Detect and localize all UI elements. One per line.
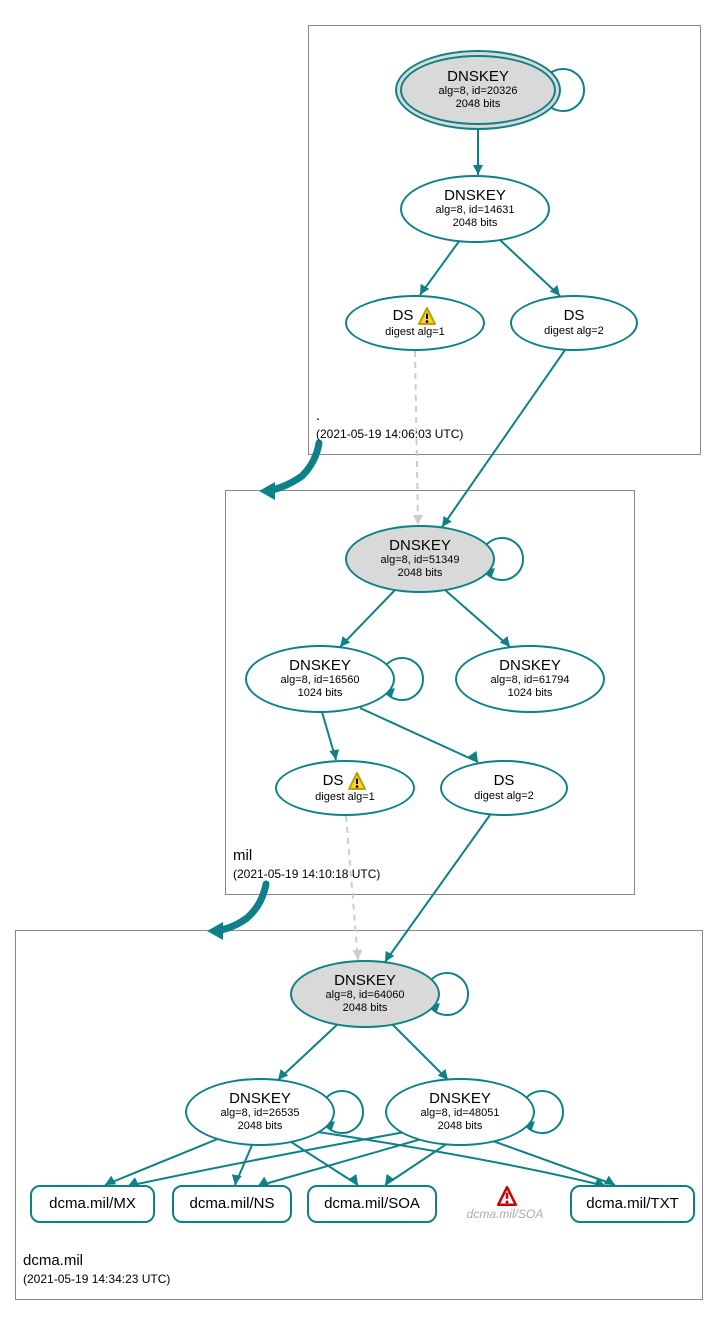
warning-icon <box>347 771 367 791</box>
node-sub1: digest alg=1 <box>385 326 445 339</box>
node-sub2: 2048 bits <box>398 567 443 580</box>
error-icon <box>496 1185 518 1207</box>
node-dcma-ksk: DNSKEYalg=8, id=640602048 bits <box>290 960 440 1028</box>
node-sub2: 2048 bits <box>438 1120 483 1133</box>
zone-label-root: . <box>316 407 320 424</box>
node-sub1: alg=8, id=16560 <box>281 674 360 687</box>
zone-timestamp-mil: (2021-05-19 14:10:18 UTC) <box>233 867 380 881</box>
node-title: dcma.mil/SOA <box>324 1196 420 1213</box>
node-rr-mx: dcma.mil/MX <box>30 1185 155 1223</box>
node-title: DS <box>323 771 368 791</box>
node-err-label: dcma.mil/SOA <box>467 1207 544 1221</box>
node-sub1: alg=8, id=61794 <box>491 674 570 687</box>
node-sub1: alg=8, id=51349 <box>381 554 460 567</box>
node-title: DNSKEY <box>499 658 561 675</box>
node-mil-zsk1: DNSKEYalg=8, id=165601024 bits <box>245 645 395 713</box>
warning-icon <box>417 306 437 326</box>
zone-label-mil: mil <box>233 847 252 864</box>
node-root-ds2: DSdigest alg=2 <box>510 295 638 351</box>
node-root-ksk: DNSKEYalg=8, id=203262048 bits <box>400 55 556 125</box>
node-sub2: 2048 bits <box>453 217 498 230</box>
zone-label-dcma: dcma.mil <box>23 1252 83 1269</box>
node-title: DNSKEY <box>334 973 396 990</box>
node-sub1: alg=8, id=20326 <box>439 85 518 98</box>
node-title: DS <box>564 308 585 325</box>
node-sub1: alg=8, id=64060 <box>326 989 405 1002</box>
node-title: DNSKEY <box>429 1091 491 1108</box>
node-title: DNSKEY <box>447 69 509 86</box>
node-root-zsk: DNSKEYalg=8, id=146312048 bits <box>400 175 550 243</box>
node-rr-soa: dcma.mil/SOA <box>307 1185 437 1223</box>
diagram-canvas: . (2021-05-19 14:06:03 UTC) mil (2021-05-19… <box>0 0 716 1320</box>
node-mil-ds1: DSdigest alg=1 <box>275 760 415 816</box>
node-sub2: 2048 bits <box>343 1002 388 1015</box>
node-sub1: digest alg=2 <box>474 790 534 803</box>
node-rr-ns: dcma.mil/NS <box>172 1185 292 1223</box>
node-title: DNSKEY <box>229 1091 291 1108</box>
node-sub1: digest alg=1 <box>315 791 375 804</box>
node-sub1: alg=8, id=14631 <box>436 204 515 217</box>
node-mil-ksk: DNSKEYalg=8, id=513492048 bits <box>345 525 495 593</box>
node-title: dcma.mil/TXT <box>586 1196 679 1213</box>
node-mil-ds2: DSdigest alg=2 <box>440 760 568 816</box>
node-root-ds1: DSdigest alg=1 <box>345 295 485 351</box>
node-title: dcma.mil/NS <box>189 1196 274 1213</box>
node-sub2: 2048 bits <box>456 98 501 111</box>
node-title <box>492 1185 518 1207</box>
node-title: DS <box>494 773 515 790</box>
node-dcma-zsk2: DNSKEYalg=8, id=480512048 bits <box>385 1078 535 1146</box>
node-title: dcma.mil/MX <box>49 1196 136 1213</box>
node-dcma-zsk1: DNSKEYalg=8, id=265352048 bits <box>185 1078 335 1146</box>
node-sub1: digest alg=2 <box>544 325 604 338</box>
node-sub2: 1024 bits <box>508 687 553 700</box>
node-title: DNSKEY <box>389 538 451 555</box>
node-sub2: 1024 bits <box>298 687 343 700</box>
node-sub2: 2048 bits <box>238 1120 283 1133</box>
node-title: DNSKEY <box>289 658 351 675</box>
node-title: DNSKEY <box>444 188 506 205</box>
node-sub1: alg=8, id=48051 <box>421 1107 500 1120</box>
zone-timestamp-root: (2021-05-19 14:06:03 UTC) <box>316 427 463 441</box>
node-mil-zsk2: DNSKEYalg=8, id=617941024 bits <box>455 645 605 713</box>
node-rr-txt: dcma.mil/TXT <box>570 1185 695 1223</box>
node-rr-soa-err: dcma.mil/SOA <box>455 1180 555 1226</box>
zone-timestamp-dcma: (2021-05-19 14:34:23 UTC) <box>23 1272 170 1286</box>
node-sub1: alg=8, id=26535 <box>221 1107 300 1120</box>
node-title: DS <box>393 306 438 326</box>
